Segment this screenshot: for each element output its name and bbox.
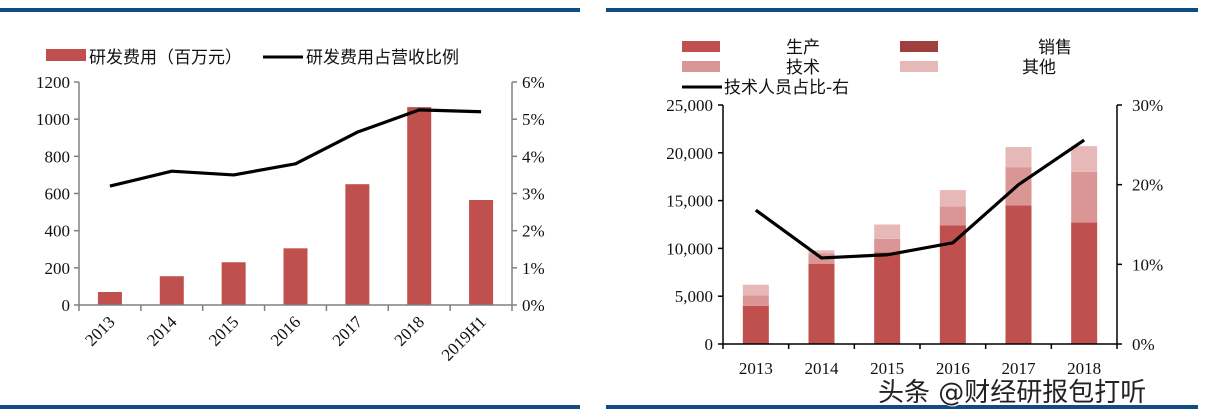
bar-segment: [939, 190, 966, 207]
y-left-tick-label: 1000: [36, 110, 70, 129]
ratio-line: [109, 108, 482, 188]
bar-segment: [1071, 222, 1098, 344]
bar-segment: [874, 224, 901, 239]
bottom-rule-right: [606, 405, 1198, 409]
legend-sales-swatch: [900, 41, 938, 52]
bar-segment: [874, 238, 901, 253]
bar-segment: [742, 305, 769, 344]
y-right-tick-label: 20%: [1132, 176, 1163, 195]
y-left-tick-label: 800: [45, 147, 71, 166]
bar: [159, 276, 184, 305]
bar-segment: [1071, 146, 1098, 172]
watermark: 头条 @财经研报包打听: [878, 378, 1147, 408]
y-right-tick-label: 0%: [1132, 335, 1155, 354]
legend: 研发费用（百万元） 研发费用占营收比例: [46, 48, 459, 68]
y-left-tick-label: 15,000: [666, 192, 713, 211]
y-right-tick-label: 30%: [1132, 96, 1163, 115]
x-tick-label: 2016: [936, 359, 970, 378]
y-left-tick-label: 10,000: [666, 239, 713, 258]
legend-technical-swatch: [682, 61, 720, 72]
axes: 0 5,000 10,000 15,000 20,000 25,000 0% 10% 20% 30…: [666, 96, 1163, 378]
bar: [345, 184, 370, 305]
legend-production-label: 生产: [786, 38, 820, 58]
x-tick-label: 2017: [1002, 359, 1037, 378]
bar: [407, 107, 432, 306]
y-left-tick-label: 400: [45, 222, 71, 241]
y-left-tick-label: 20,000: [666, 144, 713, 163]
x-tick-label: 2013: [739, 359, 773, 378]
y-right-tick-label: 2%: [522, 222, 545, 241]
stacked-bar-series: [742, 146, 1098, 344]
rd-expense-chart: 研发费用（百万元） 研发费用占营收比例 0 200 400 600 800 1000 1200 0…: [36, 48, 545, 365]
legend-technical-label: 技术: [786, 58, 820, 78]
top-rule-right: [606, 8, 1198, 12]
y-right-tick-label: 4%: [522, 147, 545, 166]
legend-other-label: 其他: [1022, 58, 1056, 78]
x-tick-label: 2018: [1067, 359, 1101, 378]
y-left-tick-label: 600: [45, 185, 71, 204]
bar-segment: [939, 206, 966, 226]
legend-line-label: 技术人员占比-右: [724, 78, 849, 98]
y-left-tick-label: 1200: [36, 73, 70, 92]
bar: [97, 291, 122, 305]
y-left-tick-label: 0: [705, 335, 714, 354]
bar-segment: [742, 295, 769, 306]
y-right-tick-label: 5%: [522, 110, 545, 129]
x-tick-label: 2014: [805, 359, 840, 378]
y-left-tick-label: 0: [62, 296, 71, 315]
bar: [283, 248, 308, 305]
legend-bar-swatch: [46, 49, 86, 61]
legend-sales-label: 销售: [1038, 38, 1072, 58]
legend-line-label: 研发费用占营收比例: [306, 48, 459, 68]
top-rule-left: [0, 8, 580, 12]
y-left-tick-label: 200: [45, 259, 71, 278]
bar-series: [97, 107, 494, 306]
y-right-tick-label: 6%: [522, 73, 545, 92]
bottom-rule-left: [0, 405, 580, 409]
y-right-tick-label: 1%: [522, 259, 545, 278]
bar-segment: [1005, 205, 1032, 344]
legend-production-swatch: [682, 41, 720, 52]
legend-other-swatch: [900, 61, 938, 72]
bar: [221, 262, 246, 305]
y-right-tick-label: 0%: [522, 296, 545, 315]
bar-segment: [742, 284, 769, 296]
bar-segment: [874, 252, 901, 344]
bar-segment: [808, 263, 835, 344]
legend-bar-label: 研发费用（百万元）: [89, 48, 242, 68]
y-right-tick-label: 3%: [522, 185, 545, 204]
tech-staff-ratio-line: [754, 138, 1086, 260]
bar-segment: [808, 250, 835, 254]
y-left-tick-label: 25,000: [666, 96, 713, 115]
y-left-tick-label: 5,000: [675, 287, 713, 306]
y-right-tick-label: 10%: [1132, 255, 1163, 274]
bar-segment: [1005, 147, 1032, 168]
bar: [469, 200, 494, 305]
x-tick-label: 2015: [870, 359, 904, 378]
bar-segment: [1071, 171, 1098, 223]
